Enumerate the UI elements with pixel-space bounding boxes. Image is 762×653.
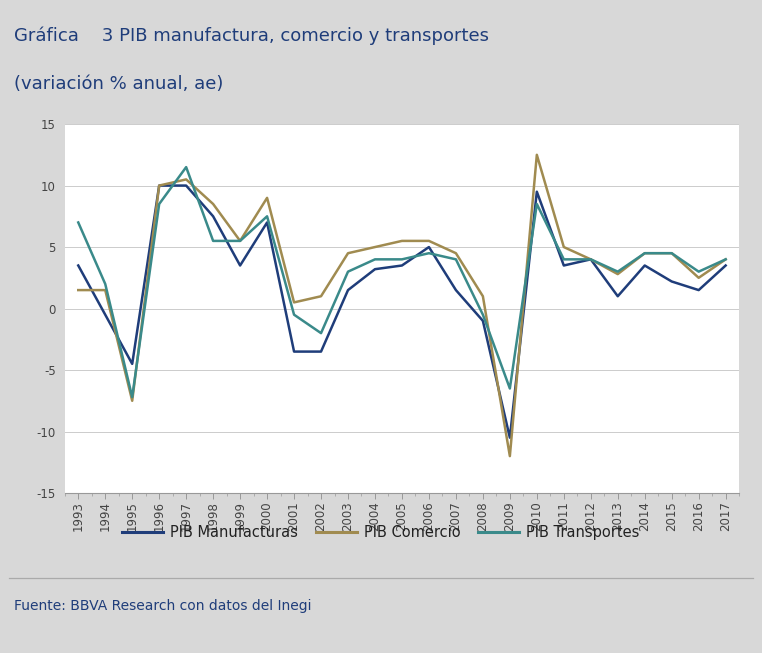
Text: Fuente: BBVA Research con datos del Inegi: Fuente: BBVA Research con datos del Ineg… — [14, 599, 311, 613]
Text: (variación % anual, ae): (variación % anual, ae) — [14, 75, 223, 93]
Legend: PIB Manufacturas, PIB Comercio, PIB Transportes: PIB Manufacturas, PIB Comercio, PIB Tran… — [117, 519, 645, 545]
Text: Gráfica    3 PIB manufactura, comercio y transportes: Gráfica 3 PIB manufactura, comercio y tr… — [14, 27, 488, 45]
